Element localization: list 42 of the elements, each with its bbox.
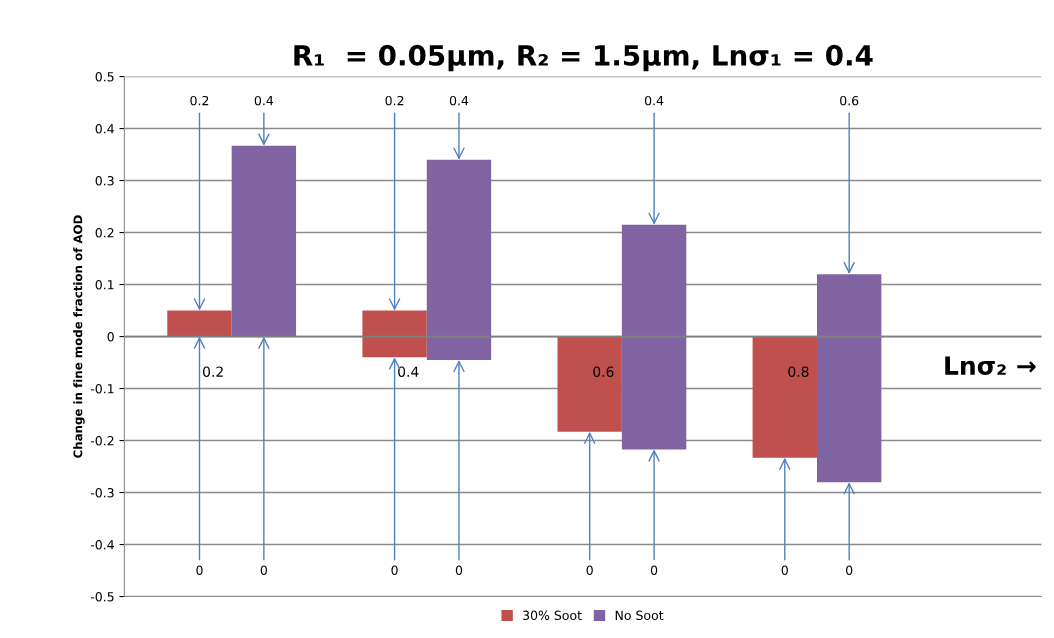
y-tick-label: 0.1 [95,280,114,290]
annotation: 0.4 [644,95,664,106]
y-tick-label: -0.2 [90,436,114,446]
bar [362,310,427,358]
y-tick-label: 0.2 [95,228,114,238]
annotation: 0.2 [190,95,209,106]
chart-title: R₁ = 0.05μm, R₂ = 1.5μm, Lnσ₁ = 0.4 [294,44,873,72]
annotation: 0 [781,565,788,576]
annotation: 0 [260,565,268,576]
y-tick-label: -0.4 [90,540,114,550]
annotation: 0.4 [449,95,469,106]
annotation: 0.4 [254,95,274,106]
annotation: 0.6 [840,95,859,106]
annotation: 0 [455,565,463,576]
bar [426,159,492,360]
bar [557,336,622,432]
x-tick-label: 0.6 [593,366,614,377]
annotation: 0 [846,565,853,576]
annotation: 0 [586,565,593,576]
bar [167,310,232,337]
y-tick-label: 0.3 [95,176,114,186]
legend-label: 30% Soot [523,610,582,621]
x-tick-label: 0.4 [398,366,419,377]
x-axis-title: Lnσ₂ → [945,356,1036,375]
y-axis-title: Change in fine mode fraction of AOD [73,215,85,458]
bar [816,274,882,483]
y-tick-label: 0.5 [95,72,114,82]
annotation: 0.2 [385,95,404,106]
y-tick-label: 0.4 [95,124,114,134]
bar [752,336,817,458]
y-tick-label: -0.5 [90,592,114,602]
annotation: 0 [391,565,398,576]
legend-label: No Soot [615,610,664,621]
bar [231,145,297,337]
bar [621,224,687,450]
annotation: 0 [650,565,658,576]
y-tick-label: -0.3 [90,488,114,498]
y-tick-label: -0.1 [90,384,114,394]
y-tick-label: 0 [107,332,114,342]
x-tick-label: 0.2 [203,366,223,377]
x-tick-label: 0.8 [788,366,809,377]
annotation: 0 [196,565,203,576]
